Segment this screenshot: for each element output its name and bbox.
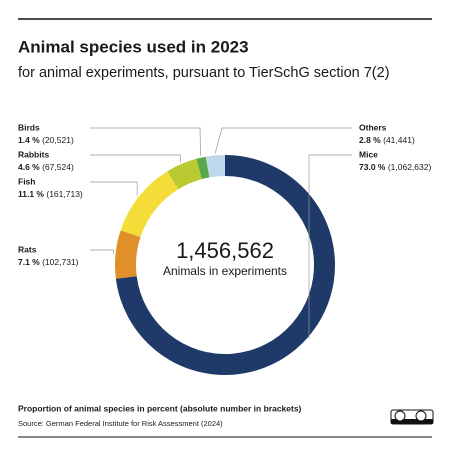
value-percent: 4.6 %: [18, 162, 40, 172]
value-percent: 7.1 %: [18, 257, 40, 267]
category-label: Mice: [359, 149, 378, 159]
leader-line: [90, 127, 201, 156]
center-label: Animals in experiments: [163, 264, 287, 278]
category-label: Rats: [18, 244, 37, 254]
leader-line: [214, 127, 352, 154]
value-count: (1,062,632): [385, 162, 431, 172]
note: Proportion of animal species in percent …: [18, 403, 302, 413]
value-label: 4.6 % (67,524): [18, 162, 74, 172]
value-count: (102,731): [40, 257, 79, 267]
value-count: (67,524): [40, 162, 74, 172]
category-label: Birds: [18, 122, 40, 132]
category-label: Others: [359, 122, 387, 132]
value-count: (161,713): [44, 189, 83, 199]
category-label: Rabbits: [18, 149, 49, 159]
chart-title: Animal species used in 2023: [18, 37, 249, 56]
donut-slice: [205, 155, 225, 178]
leader-line: [90, 249, 114, 255]
value-label: 1.4 % (20,521): [18, 135, 74, 145]
value-percent: 11.1 %: [18, 189, 44, 199]
value-count: (41,441): [381, 135, 415, 145]
value-percent: 2.8 %: [359, 135, 381, 145]
center-value: 1,456,562: [176, 238, 274, 263]
donut-slice: [196, 156, 210, 180]
value-label: 73.0 % (1,062,632): [359, 162, 431, 172]
chart-subtitle: for animal experiments, pursuant to Tier…: [18, 65, 390, 81]
value-percent: 73.0 %: [359, 162, 386, 172]
value-label: 2.8 % (41,441): [359, 135, 415, 145]
source: Source: German Federal Institute for Ris…: [18, 419, 223, 428]
license-icon: [390, 409, 434, 425]
value-percent: 1.4 %: [18, 135, 40, 145]
leader-line: [308, 154, 352, 340]
donut-slice: [114, 230, 141, 279]
leader-line: [90, 154, 181, 163]
value-count: (20,521): [40, 135, 74, 145]
value-label: 11.1 % (161,713): [18, 189, 83, 199]
value-label: 7.1 % (102,731): [18, 257, 79, 267]
category-label: Fish: [18, 176, 35, 186]
donut-slice: [167, 158, 202, 190]
donut-slice: [120, 171, 179, 237]
leader-line: [90, 181, 138, 196]
